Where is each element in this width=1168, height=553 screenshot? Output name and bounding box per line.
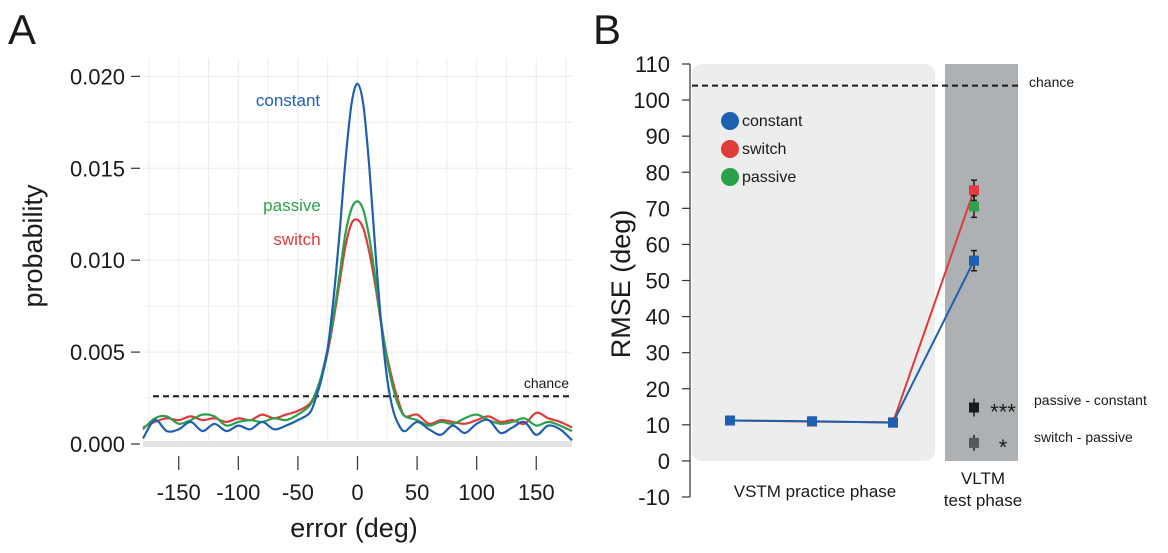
panel-a-baseline-band <box>143 441 572 447</box>
panel-a-chance-label: chance <box>524 375 569 391</box>
panel-b-y-tick-label: -10 <box>638 485 670 510</box>
panel-b-test-phase-label-line2: test phase <box>944 491 1022 510</box>
panel-b-y-tick-label: 70 <box>646 196 670 221</box>
panel-a-chart: 0.000 0.005 0.010 0.015 0.020 -150 -100 -50 0 50… <box>18 58 573 543</box>
panel-b-chance-label: chance <box>1029 74 1074 90</box>
panel-a-x-tick-label: -50 <box>282 480 314 505</box>
panel-b-chart: -10 0 10 20 30 40 50 60 70 80 90 100 110 chance cons… <box>606 52 1147 510</box>
panel-a-y-tick-label: 0.015 <box>70 156 125 181</box>
panel-b-y-ticks: -10 0 10 20 30 40 50 60 70 80 90 100 110 <box>633 52 691 510</box>
panel-a-x-tick-label: 150 <box>518 480 555 505</box>
panel-a-x-tick-label: -150 <box>157 480 201 505</box>
panel-b-legend: constant switch passive <box>721 112 803 186</box>
panel-a-label-switch: switch <box>273 230 320 249</box>
panel-b-practice-phase-region <box>692 64 935 461</box>
legend-label-passive: passive <box>742 169 796 186</box>
panel-b-point-passive <box>969 201 979 212</box>
panel-b-difference-label: switch - passive <box>1034 429 1133 445</box>
panel-a-y-ticks: 0.000 0.005 0.010 0.015 0.020 <box>70 64 140 457</box>
panel-b-y-tick-label: 90 <box>646 124 670 149</box>
panel-b-significance-stars: * <box>999 435 1008 460</box>
panel-b-y-tick-label: 0 <box>658 449 670 474</box>
panel-a-series-line-switch <box>142 218 573 429</box>
panel-b-y-axis-label: RMSE (deg) <box>606 210 636 359</box>
panel-a-x-tick-label: 100 <box>458 480 495 505</box>
panel-b-y-tick-label: 100 <box>633 88 670 113</box>
panel-b-significance-stars: *** <box>990 400 1016 425</box>
panel-a-grid <box>143 58 572 444</box>
panel-b-y-tick-label: 50 <box>646 269 670 294</box>
panel-b-y-tick-label: 40 <box>646 305 670 330</box>
panel-b-difference-label: passive - constant <box>1034 392 1147 408</box>
panel-a-x-tick-label: 0 <box>351 480 363 505</box>
panel-b-y-tick-label: 20 <box>646 377 670 402</box>
panel-a-label-constant: constant <box>256 91 321 110</box>
panel-b-point-switch <box>969 185 979 196</box>
panel-b-point-constant <box>807 416 817 427</box>
panel-a-x-tick-label: -100 <box>216 480 260 505</box>
panel-a-series-line-passive <box>142 200 573 433</box>
panel-a-y-tick-label: 0.010 <box>70 248 125 273</box>
panel-a-y-tick-label: 0.020 <box>70 64 125 89</box>
panel-b-practice-phase-label: VSTM practice phase <box>734 482 897 501</box>
legend-label-constant: constant <box>742 113 803 130</box>
panel-b-test-phase-label-line1: VLTM <box>961 469 1005 488</box>
panel-a-x-tick-label: 50 <box>405 480 429 505</box>
legend-marker-passive <box>721 168 739 186</box>
panel-b-difference-point <box>969 402 979 413</box>
panel-b-point-constant <box>725 415 735 426</box>
panel-a-y-tick-label: 0.005 <box>70 340 125 365</box>
panel-a-x-axis-label: error (deg) <box>290 513 418 543</box>
panel-b-difference-point <box>969 437 979 448</box>
panel-a-x-ticks: -150 -100 -50 0 50 100 150 <box>157 456 555 505</box>
panel-a-label-passive: passive <box>263 196 321 215</box>
panel-b-letter: B <box>593 6 621 53</box>
panel-b-y-tick-label: 60 <box>646 232 670 257</box>
legend-marker-switch <box>721 140 739 158</box>
panel-b-series <box>725 179 979 428</box>
legend-marker-constant <box>721 112 739 130</box>
panel-b-point-constant <box>969 255 979 266</box>
panel-b-y-tick-label: 80 <box>646 160 670 185</box>
legend-label-switch: switch <box>742 141 786 158</box>
panel-a-y-tick-label: 0.000 <box>70 432 125 457</box>
panel-b-difference-markers: *** passive - constant * switch - passive <box>969 392 1147 460</box>
panel-a-series <box>142 82 573 442</box>
panel-b-y-tick-label: 110 <box>635 52 670 77</box>
panel-b-point-constant <box>888 417 898 428</box>
panel-b-series-line-constant <box>729 260 975 424</box>
panel-a-y-axis-label: probability <box>18 184 48 308</box>
panel-a-series-line-constant <box>142 82 573 442</box>
panel-b-test-phase-region <box>945 64 1018 461</box>
panel-b-y-tick-label: 10 <box>646 413 670 438</box>
panel-b-y-tick-label: 30 <box>646 341 670 366</box>
panel-a-letter: A <box>8 6 36 53</box>
